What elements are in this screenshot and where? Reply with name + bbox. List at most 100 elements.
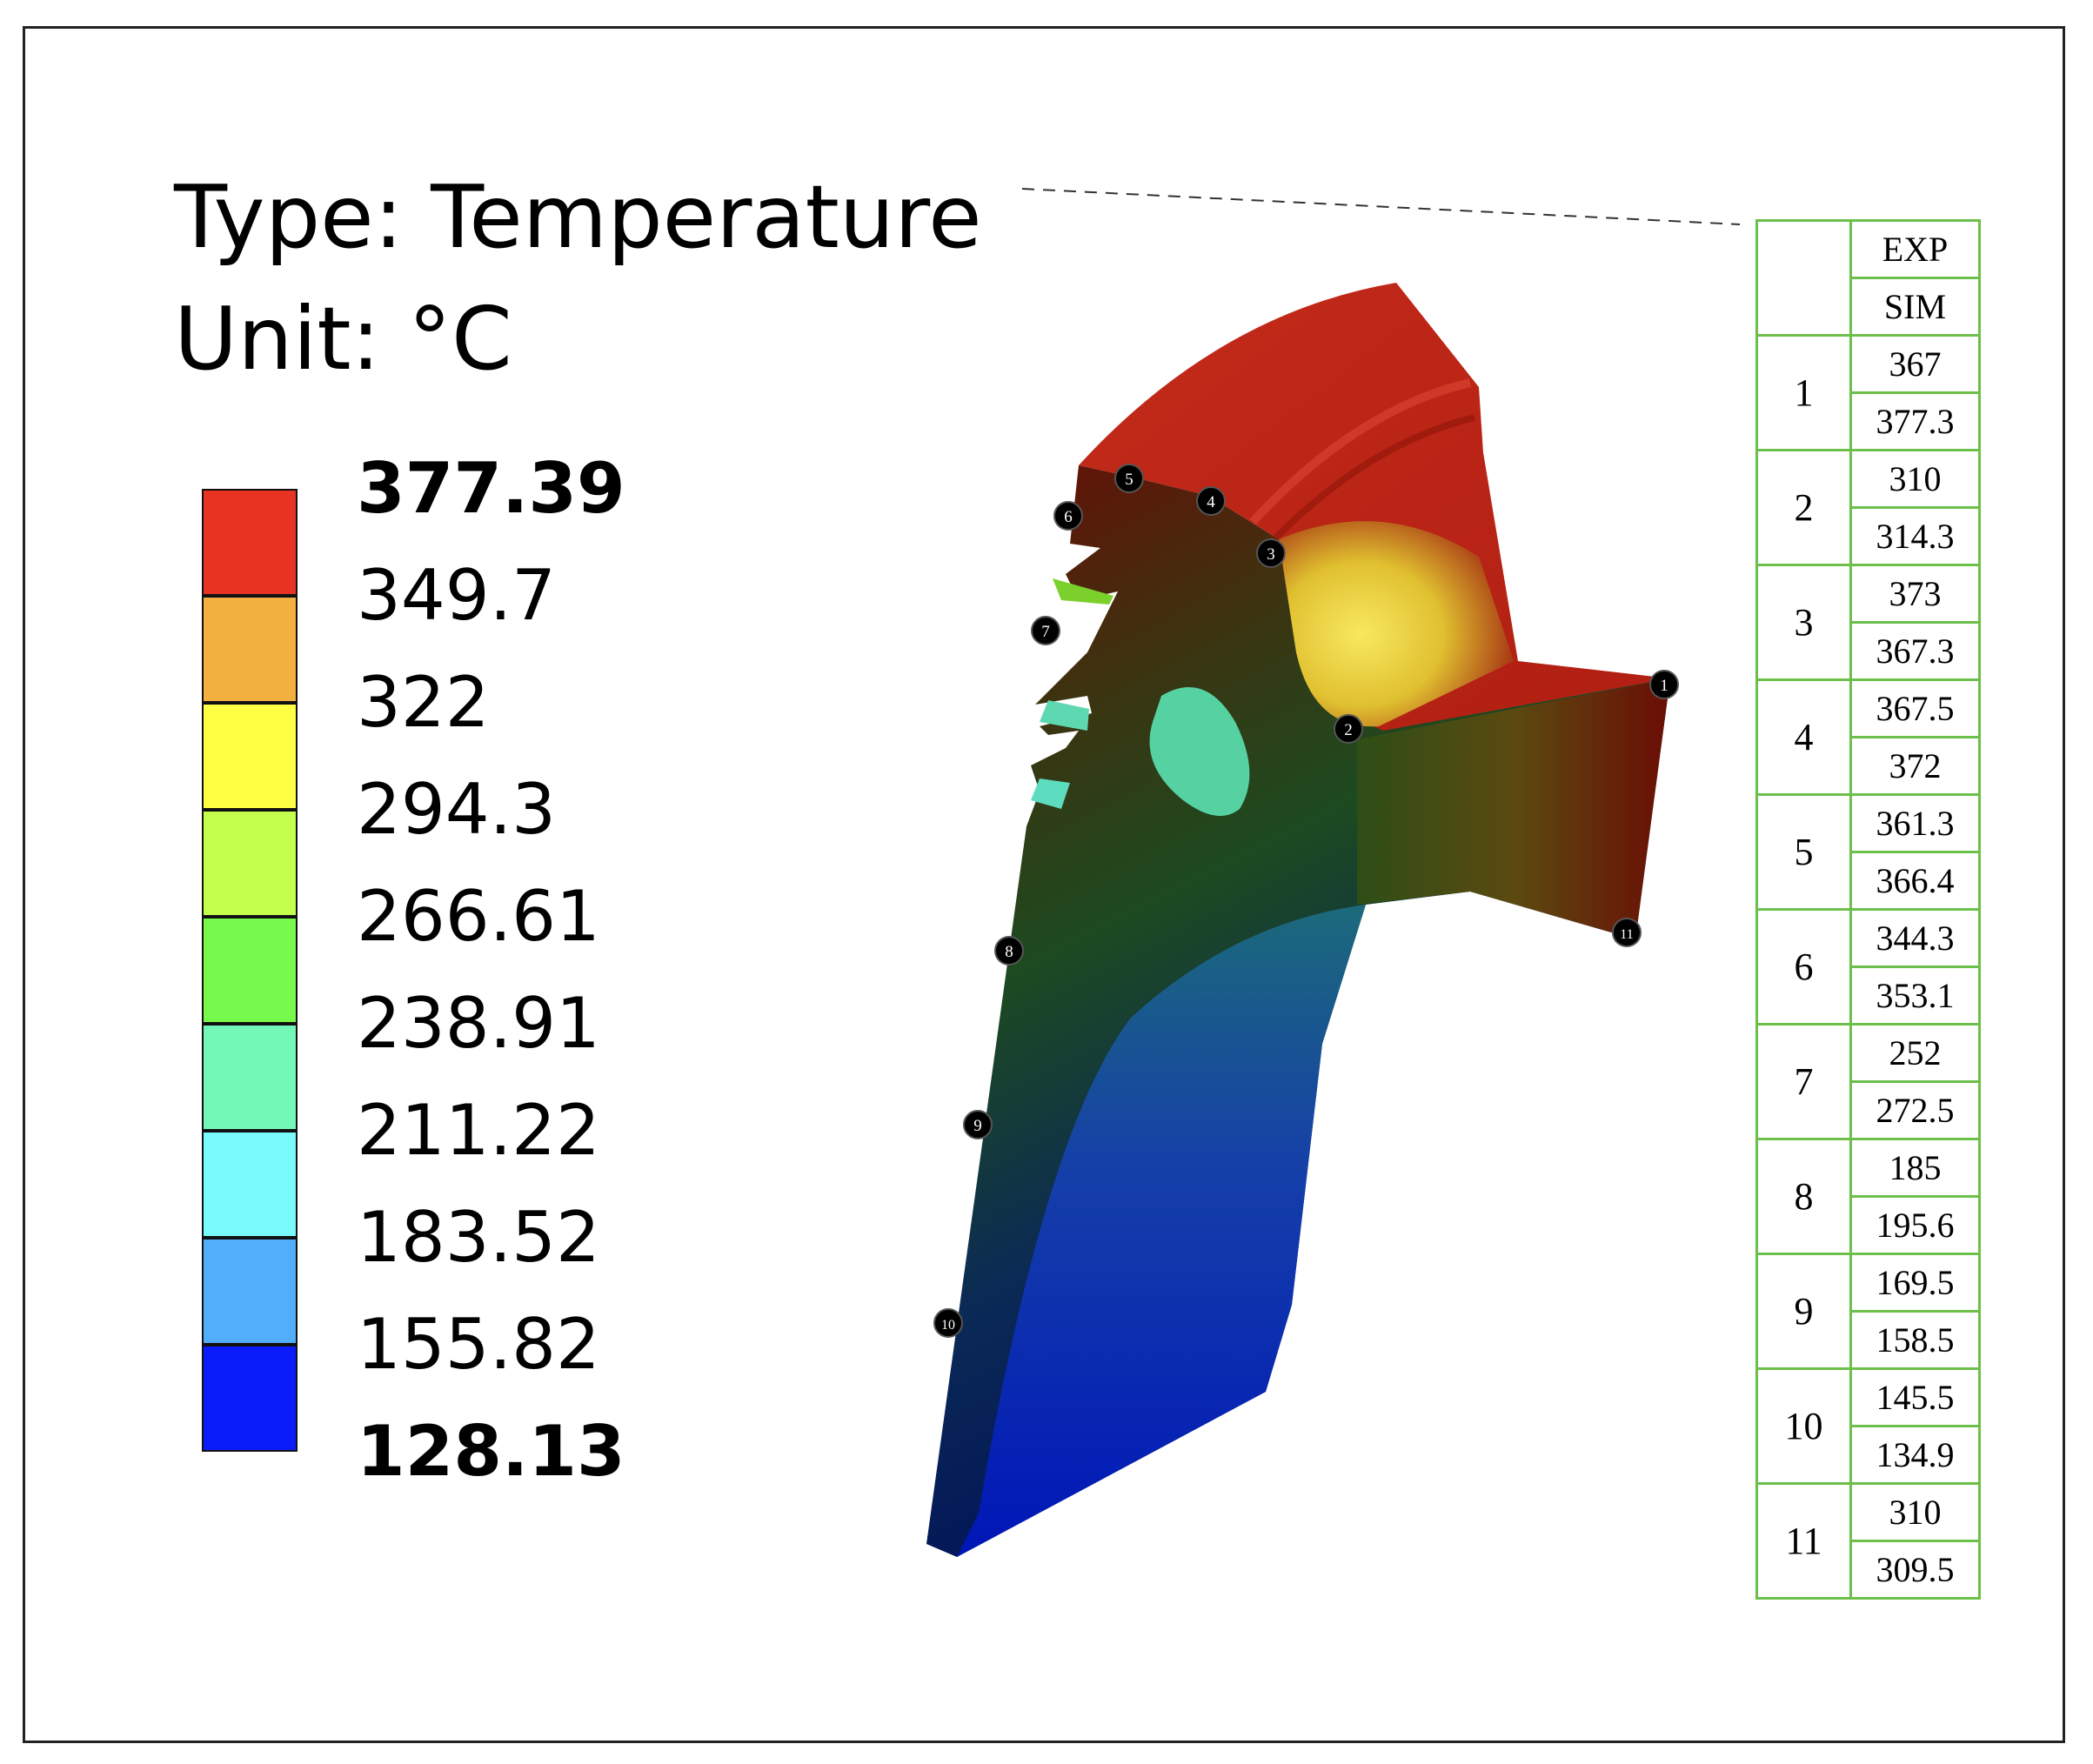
table-point-number: 9 [1755,1253,1852,1370]
table-point-number: 11 [1755,1482,1852,1600]
table-row: 7 252 [1755,1023,1981,1140]
marker-point-10: 10 [933,1308,963,1338]
table-row: 314.3 [1757,506,1981,566]
table-exp-value: 361.3 [1849,793,1981,853]
legend-value-label: 322 [357,662,490,743]
table-row: 11 310 [1755,1482,1981,1600]
table-sim-value: 353.1 [1849,966,1981,1026]
legend-color-swatch [202,703,298,810]
table-exp-value: 344.3 [1849,908,1981,968]
table-sim-value: 314.3 [1849,506,1981,566]
table-header-row: SIM [1757,277,1981,337]
table-sim-value: 195.6 [1849,1195,1981,1255]
table-point-number: 1 [1755,334,1852,451]
marker-label: 8 [1005,943,1013,961]
marker-point-7: 7 [1031,616,1060,645]
table-exp-value: 373 [1849,564,1981,624]
table-exp-value: 145.5 [1849,1367,1981,1427]
table-sim-value: 134.9 [1849,1425,1981,1485]
table-sim-value: 309.5 [1849,1540,1981,1600]
legend-color-swatch [202,1238,298,1345]
dashed-leader-line [1021,188,1741,225]
legend-value-label: 183.52 [357,1197,600,1278]
ring-groove [1053,578,1113,605]
table-exp-value: 185 [1849,1138,1981,1198]
table-row: 10 145.5 [1755,1367,1981,1485]
legend-color-swatch [202,1024,298,1131]
legend-value-label: 211.22 [357,1090,600,1171]
table-point-number: 3 [1755,564,1852,681]
marker-point-11: 11 [1612,918,1642,947]
marker-point-3: 3 [1256,538,1286,568]
table-point-number: 6 [1755,908,1852,1026]
exp-sim-table: EXP SIM 1 367 377.3 2 310 314.3 3 373 367.3 4 367.5 3… [1755,219,1981,1600]
legend-color-swatch [202,810,298,917]
table-row: 6 344.3 [1755,908,1981,1026]
crown-ridge [1263,414,1475,551]
table-header-blank [1755,219,1852,337]
marker-label: 7 [1041,623,1050,641]
table-row: 9 169.5 [1755,1253,1981,1370]
marker-point-8: 8 [994,936,1024,966]
marker-point-4: 4 [1196,486,1226,516]
marker-label: 6 [1064,508,1073,526]
legend-value-label: 266.61 [357,876,600,957]
table-row: 8 185 [1755,1138,1981,1255]
table-exp-value: 310 [1849,449,1981,509]
marker-label: 1 [1660,677,1668,695]
table-row: 377.3 [1757,391,1981,451]
marker-label: 3 [1267,545,1275,564]
legend-value-label: 349.7 [357,555,557,636]
table-row: 1 367 [1755,334,1981,451]
table-exp-value: 310 [1849,1482,1981,1542]
piston-skirt [957,905,1366,1557]
table-row: 134.9 [1757,1425,1981,1485]
ring-groove [1031,778,1070,809]
table-exp-value: 367.5 [1849,678,1981,738]
table-point-number: 10 [1755,1367,1852,1485]
marker-point-6: 6 [1053,501,1083,531]
type-label: Type: Temperature [174,166,982,268]
table-header-exp: EXP [1849,219,1981,279]
table-header-sim: SIM [1849,277,1981,337]
figure-frame [23,26,2065,1743]
table-sim-value: 366.4 [1849,851,1981,911]
table-point-number: 7 [1755,1023,1852,1140]
legend-color-swatch [202,1345,298,1452]
table-exp-value: 252 [1849,1023,1981,1083]
table-sim-value: 367.3 [1849,621,1981,681]
legend-color-swatch [202,489,298,596]
table-point-number: 8 [1755,1138,1852,1255]
table-row: 2 310 [1755,449,1981,566]
table-point-number: 4 [1755,678,1852,796]
table-row: 3 373 [1755,564,1981,681]
table-row: 372 [1757,736,1981,796]
crown-ridge [1249,378,1472,525]
legend-value-label: 294.3 [357,769,557,850]
legend-color-swatch [202,1131,298,1238]
table-sim-value: 272.5 [1849,1080,1981,1140]
table-exp-value: 169.5 [1849,1253,1981,1313]
marker-point-9: 9 [963,1110,993,1139]
unit-label: Unit: °C [174,288,512,390]
marker-label: 2 [1344,721,1353,739]
table-sim-value: 377.3 [1849,391,1981,451]
table-exp-value: 367 [1849,334,1981,394]
marker-label: 11 [1620,927,1633,942]
legend-value-label: 155.82 [357,1304,600,1385]
table-point-number: 5 [1755,793,1852,911]
title-block: Type: Temperature Unit: °C [174,157,982,400]
table-row: 353.1 [1757,966,1981,1026]
legend-value-label: 377.39 [357,448,625,529]
combustion-bowl [1279,521,1514,727]
table-row: 272.5 [1757,1080,1981,1140]
table-point-number: 2 [1755,449,1852,566]
marker-label: 9 [973,1117,982,1135]
marker-point-5: 5 [1114,464,1144,493]
marker-label: 5 [1125,471,1133,489]
table-row: 158.5 [1757,1310,1981,1370]
piston-arm-face [1357,678,1670,939]
marker-point-1: 1 [1649,670,1679,699]
